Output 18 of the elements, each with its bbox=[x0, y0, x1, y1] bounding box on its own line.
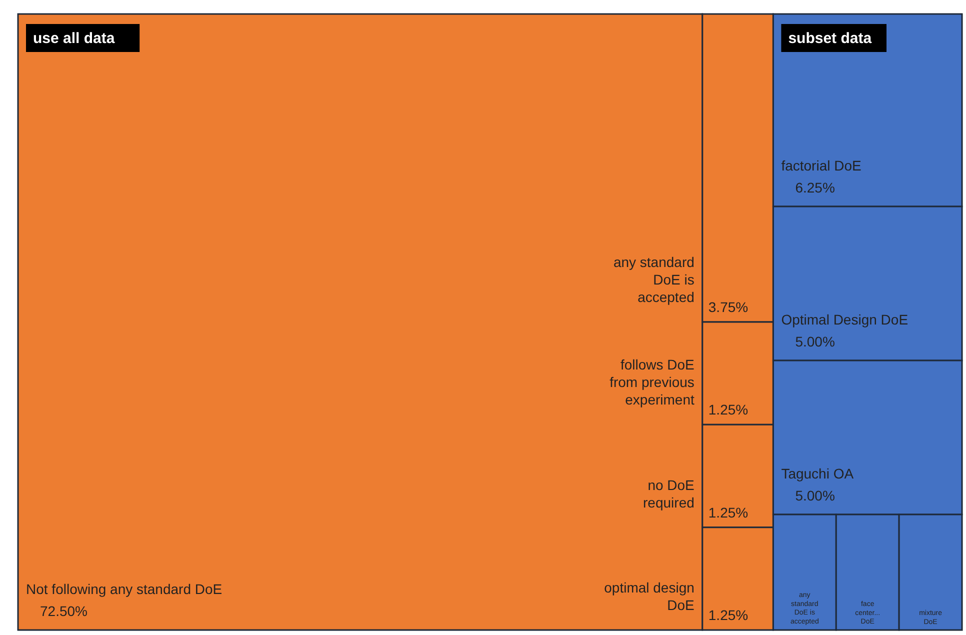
category-label: no DoE required bbox=[643, 476, 694, 510]
category-label: factorial DoE bbox=[781, 158, 862, 174]
text: use all data bbox=[33, 30, 116, 47]
category-label: Optimal Design DoE bbox=[781, 312, 908, 328]
data-label: 6.25% bbox=[795, 180, 835, 196]
category-label: Taguchi OA bbox=[781, 466, 854, 482]
category-label: optimal design DoE bbox=[604, 580, 694, 613]
data-label: 3.75% bbox=[708, 299, 748, 315]
data-label: 1.25% bbox=[708, 504, 748, 520]
data-label: 5.00% bbox=[795, 488, 835, 504]
data-label: 72.50% bbox=[40, 603, 88, 619]
category-label: any standard DoE is accepted bbox=[613, 254, 694, 305]
category-label: Not following any standard DoE bbox=[26, 581, 222, 597]
text: subset data bbox=[788, 30, 872, 47]
data-label: 1.25% bbox=[708, 607, 748, 623]
category-label: follows DoE from previous experiment bbox=[610, 356, 694, 408]
data-label: 5.00% bbox=[795, 334, 835, 350]
data-label: 1.25% bbox=[708, 402, 748, 418]
